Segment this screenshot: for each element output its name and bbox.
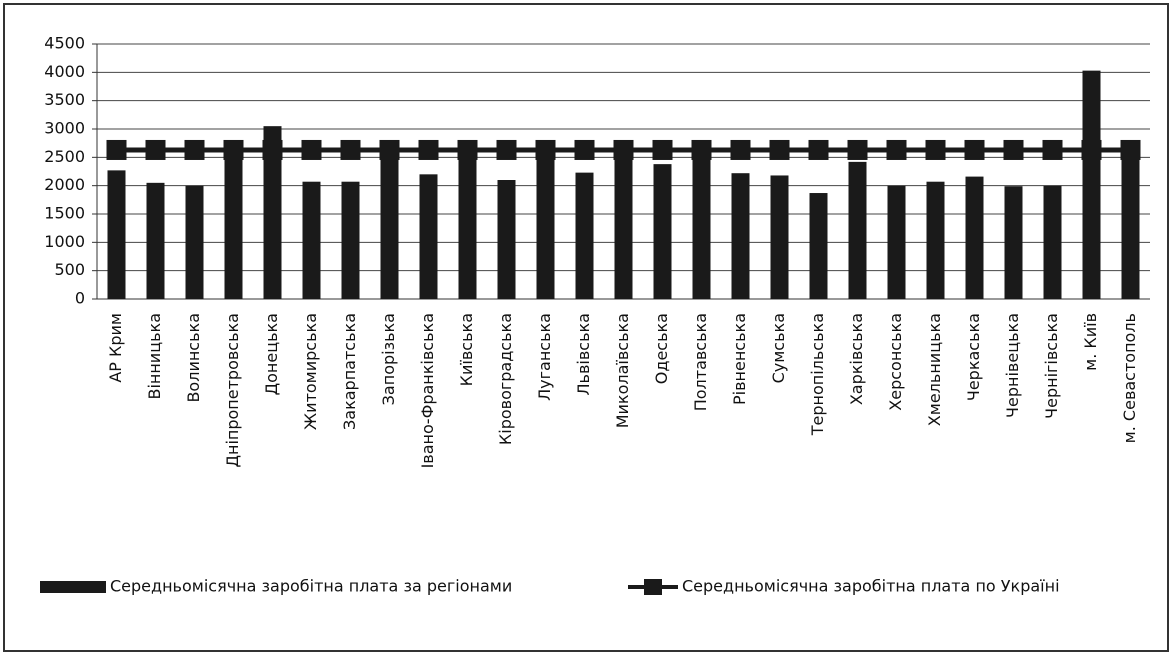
bar	[536, 140, 555, 299]
x-tick-label: Сумська	[769, 313, 788, 383]
line-marker	[652, 139, 673, 160]
y-tick-label: 3500	[44, 90, 85, 109]
line-marker	[340, 139, 361, 160]
bar	[653, 164, 672, 299]
bar	[107, 170, 126, 299]
bar	[614, 140, 633, 299]
x-tick-label: Луганська	[535, 313, 554, 401]
x-tick-label: Дніпропетровська	[223, 313, 242, 468]
bar	[458, 140, 477, 299]
y-tick-label: 4500	[44, 34, 85, 53]
bar	[926, 181, 945, 299]
line-marker	[106, 139, 127, 160]
bar	[419, 174, 438, 299]
x-tick-label: Миколаївська	[613, 313, 632, 428]
bar	[887, 185, 906, 299]
line-marker	[691, 139, 712, 160]
line-marker	[1120, 139, 1141, 160]
legend-swatch	[40, 581, 106, 593]
line-marker	[379, 139, 400, 160]
x-tick-label: Житомирська	[301, 313, 320, 430]
line-marker	[574, 139, 595, 160]
x-tick-label: Чернігівська	[1042, 313, 1061, 419]
x-tick-label: Одеська	[652, 313, 671, 384]
line-marker	[964, 139, 985, 160]
line-marker	[301, 139, 322, 160]
y-tick-label: 1000	[44, 232, 85, 251]
line-marker	[145, 139, 166, 160]
bar	[146, 182, 165, 299]
line-marker	[1042, 139, 1063, 160]
line-marker	[223, 139, 244, 160]
chart-frame	[3, 3, 1169, 652]
bar	[302, 181, 321, 299]
x-tick-label: Київська	[457, 313, 476, 386]
x-tick-label: Полтавська	[691, 313, 710, 411]
x-tick-label: Черкаська	[964, 313, 983, 401]
bar	[1043, 185, 1062, 299]
x-tick-label: Запорізька	[379, 313, 398, 405]
x-tick-label: Кіровоградська	[496, 313, 515, 445]
x-tick-label: Хмельницька	[925, 313, 944, 426]
x-tick-label: м. Севастополь	[1120, 313, 1139, 443]
x-tick-label: Херсонська	[886, 313, 905, 411]
bar	[1004, 186, 1023, 299]
y-tick-label: 3000	[44, 119, 85, 138]
y-tick-label: 2000	[44, 175, 85, 194]
line-marker	[1081, 139, 1102, 160]
y-tick-label: 4000	[44, 62, 85, 81]
legend-label: Середньомісячна заробітна плата по Украї…	[682, 577, 1060, 596]
y-tick-label: 2500	[44, 147, 85, 166]
line-marker	[769, 139, 790, 160]
x-tick-label: Закарпатська	[340, 313, 359, 430]
y-tick-label: 1500	[44, 204, 85, 223]
bar	[497, 180, 516, 299]
y-tick-label: 500	[54, 260, 85, 279]
line-marker	[457, 139, 478, 160]
line-marker	[613, 139, 634, 160]
line-marker	[496, 139, 517, 160]
x-tick-label: Рівненська	[730, 313, 749, 405]
line-marker	[418, 139, 439, 160]
bar	[770, 175, 789, 299]
line-marker	[925, 139, 946, 160]
bar	[341, 181, 360, 299]
bar	[1121, 140, 1140, 299]
line-marker	[847, 139, 868, 160]
x-tick-label: м. Київ	[1081, 313, 1100, 371]
x-tick-label: Донецька	[262, 313, 281, 395]
bar	[848, 161, 867, 299]
bar	[380, 143, 399, 299]
x-tick-label: Чернівецька	[1003, 313, 1022, 418]
x-tick-label: Тернопільська	[808, 313, 827, 436]
bar	[965, 176, 984, 299]
bar	[1082, 70, 1101, 299]
line-marker	[808, 139, 829, 160]
x-tick-label: Івано-Франківська	[418, 313, 437, 468]
line-marker	[262, 139, 283, 160]
x-tick-label: АР Крим	[106, 313, 125, 383]
line-marker	[886, 139, 907, 160]
x-tick-label: Волинська	[184, 313, 203, 403]
line-marker	[184, 139, 205, 160]
bar	[731, 173, 750, 299]
x-tick-label: Харківська	[847, 313, 866, 405]
legend-marker	[644, 579, 662, 595]
line-marker	[1003, 139, 1024, 160]
line-marker	[535, 139, 556, 160]
bar	[809, 193, 828, 299]
x-tick-label: Вінницька	[145, 313, 164, 400]
y-tick-label: 0	[75, 289, 85, 308]
line-marker	[730, 139, 751, 160]
bar	[185, 185, 204, 299]
bar	[692, 140, 711, 299]
legend-label: Середньомісячна заробітна плата за регіо…	[110, 577, 512, 596]
x-tick-label: Львівська	[574, 313, 593, 395]
bar	[263, 126, 282, 300]
bar	[575, 172, 594, 299]
bar	[224, 140, 243, 299]
